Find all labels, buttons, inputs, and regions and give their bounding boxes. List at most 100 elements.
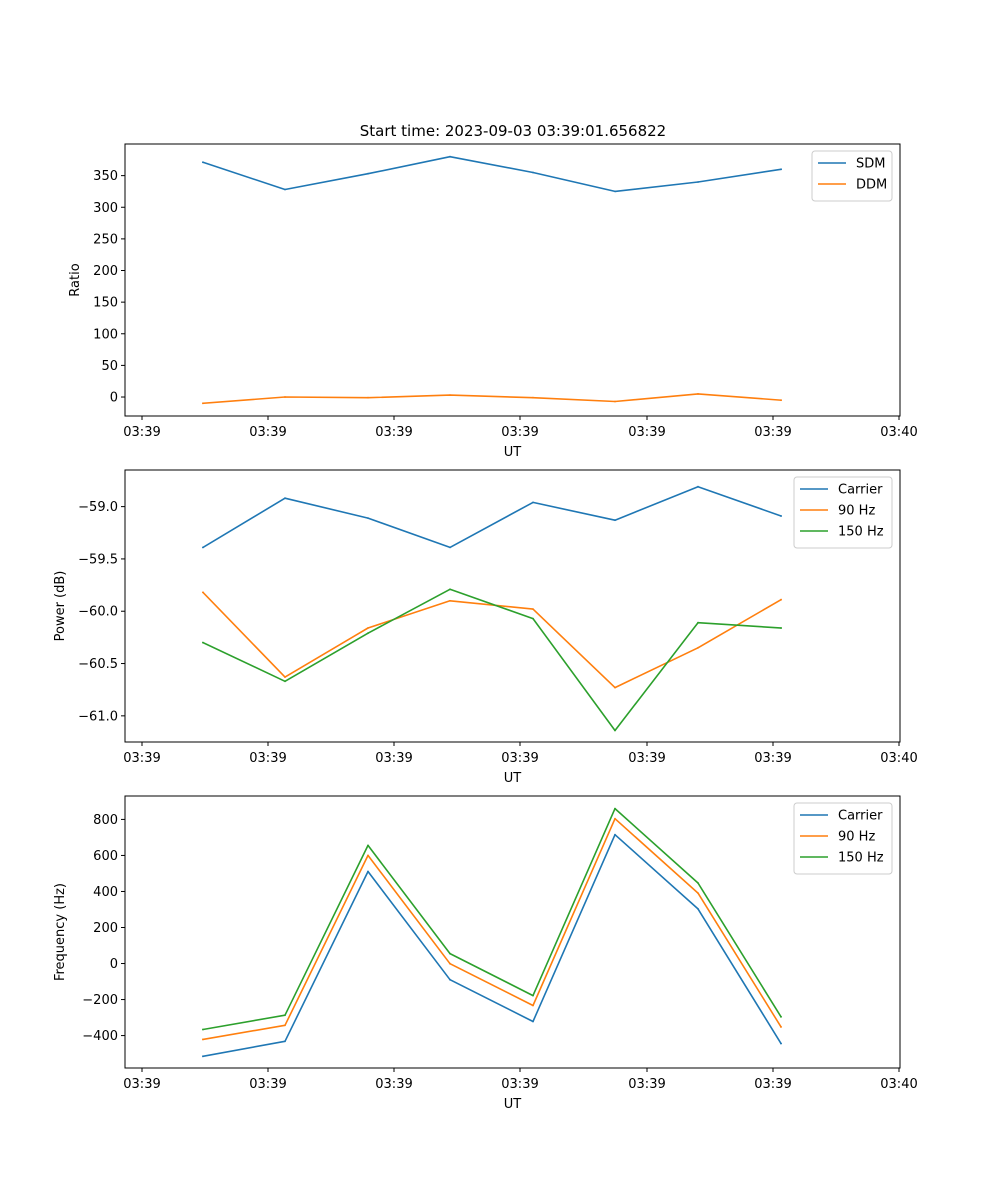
data-point [367, 627, 369, 629]
legend: Carrier 90 Hz 150 Hz [793, 476, 893, 549]
x-axis-label: UT [504, 771, 522, 786]
x-tick-label: 03:39 [249, 1077, 286, 1092]
data-point [367, 517, 369, 519]
y-axis-label: Power (dB) [53, 571, 68, 642]
series-line-carrier [201, 485, 783, 549]
data-point [202, 402, 204, 405]
data-point [614, 729, 616, 732]
data-point [614, 686, 616, 689]
data-point [284, 1024, 286, 1027]
data-point [780, 627, 782, 629]
data-point [614, 190, 616, 193]
x-tick-label: 03:39 [628, 751, 665, 766]
data-point [532, 608, 534, 610]
data-point [202, 641, 204, 644]
data-point [449, 599, 451, 602]
data-point [614, 400, 616, 403]
data-point [780, 515, 782, 517]
data-point [367, 396, 369, 399]
x-tick-label: 03:39 [123, 1077, 160, 1092]
legend-label: Carrier [838, 483, 883, 498]
data-point [697, 621, 699, 624]
data-point [449, 962, 451, 965]
legend: Carrier 90 Hz 150 Hz [793, 802, 893, 875]
y-tick-label: 250 [93, 232, 118, 247]
x-tick-label: 03:39 [375, 425, 412, 440]
data-point [202, 1038, 204, 1041]
chart-panel-2: 03:39 03:39 03:39 03:39 03:39 03:39 03:40 −61.0… [53, 469, 918, 786]
data-point [202, 161, 204, 164]
data-point [697, 882, 699, 884]
data-point [367, 632, 369, 635]
data-point [284, 680, 286, 683]
x-tick-label: 03:39 [249, 751, 286, 766]
data-point [284, 188, 286, 191]
x-tick-label: 03:39 [375, 1077, 412, 1092]
series-line-90-hz [201, 591, 783, 689]
data-point [367, 844, 369, 847]
y-tick-label: 300 [93, 201, 118, 216]
data-point [532, 1020, 534, 1023]
legend-label: 150 Hz [838, 525, 884, 540]
data-point [367, 854, 369, 857]
plot-frame [124, 469, 901, 743]
y-tick-label: 400 [93, 885, 118, 900]
legend-label: SDM [856, 157, 885, 172]
data-point [532, 501, 534, 504]
y-axis-label: Ratio [68, 263, 83, 296]
series-line-90-hz [202, 817, 783, 1041]
data-point [614, 519, 616, 522]
y-tick-label: 200 [93, 921, 118, 936]
data-point [532, 994, 534, 997]
x-tick-label: 03:39 [123, 751, 160, 766]
y-tick-label: 600 [93, 849, 118, 864]
data-point [367, 172, 369, 175]
x-tick-label: 03:39 [628, 1077, 665, 1092]
data-point [449, 546, 451, 549]
legend-label: DDM [856, 178, 887, 193]
y-tick-label: −61.0 [78, 709, 118, 724]
data-point [284, 396, 286, 398]
y-tick-label: 100 [93, 327, 118, 342]
x-tick-label: 03:40 [880, 425, 917, 440]
data-point [614, 817, 616, 820]
data-point [202, 1028, 204, 1031]
y-tick-label: 350 [93, 169, 118, 184]
x-tick-label: 03:39 [754, 751, 791, 766]
charts-container: 03:39 03:39 03:39 03:39 03:39 03:39 03:40 0 50 10… [53, 143, 918, 1112]
data-point [614, 807, 616, 810]
data-point [284, 1040, 286, 1043]
y-tick-label: 800 [93, 813, 118, 828]
data-point [449, 155, 451, 158]
legend-label: 150 Hz [838, 851, 884, 866]
data-point [780, 1042, 782, 1045]
legend-label: Carrier [838, 809, 883, 824]
series-line-150-hz [202, 807, 783, 1031]
data-point [532, 617, 534, 620]
x-tick-label: 03:39 [501, 1077, 538, 1092]
chart-panel-3: 03:39 03:39 03:39 03:39 03:39 03:39 03:40 −400 −… [53, 795, 918, 1112]
data-point [614, 833, 616, 836]
data-point [780, 1015, 782, 1018]
data-point [284, 497, 286, 500]
data-point [449, 952, 451, 955]
y-tick-label: −400 [82, 1029, 118, 1044]
data-point [202, 591, 204, 594]
figure-title: Start time: 2023-09-03 03:39:01.656822 [360, 122, 666, 140]
series-line-ddm [202, 393, 782, 405]
x-tick-label: 03:39 [375, 751, 412, 766]
x-tick-label: 03:39 [249, 425, 286, 440]
data-point [697, 181, 699, 183]
legend-label: 90 Hz [838, 830, 875, 845]
data-point [449, 978, 451, 981]
data-point [449, 394, 451, 396]
y-tick-label: −200 [82, 993, 118, 1008]
series-line-150-hz [201, 588, 782, 732]
y-tick-label: 50 [101, 359, 118, 374]
data-point [449, 588, 451, 591]
data-point [780, 1026, 782, 1028]
series-line-carrier [202, 833, 783, 1058]
data-point [780, 399, 782, 402]
plot-frame [124, 143, 901, 417]
